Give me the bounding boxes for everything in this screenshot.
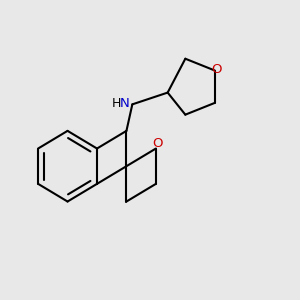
Text: N: N: [120, 97, 130, 110]
Text: O: O: [211, 62, 221, 76]
Text: O: O: [152, 137, 163, 150]
Text: H: H: [112, 97, 121, 110]
